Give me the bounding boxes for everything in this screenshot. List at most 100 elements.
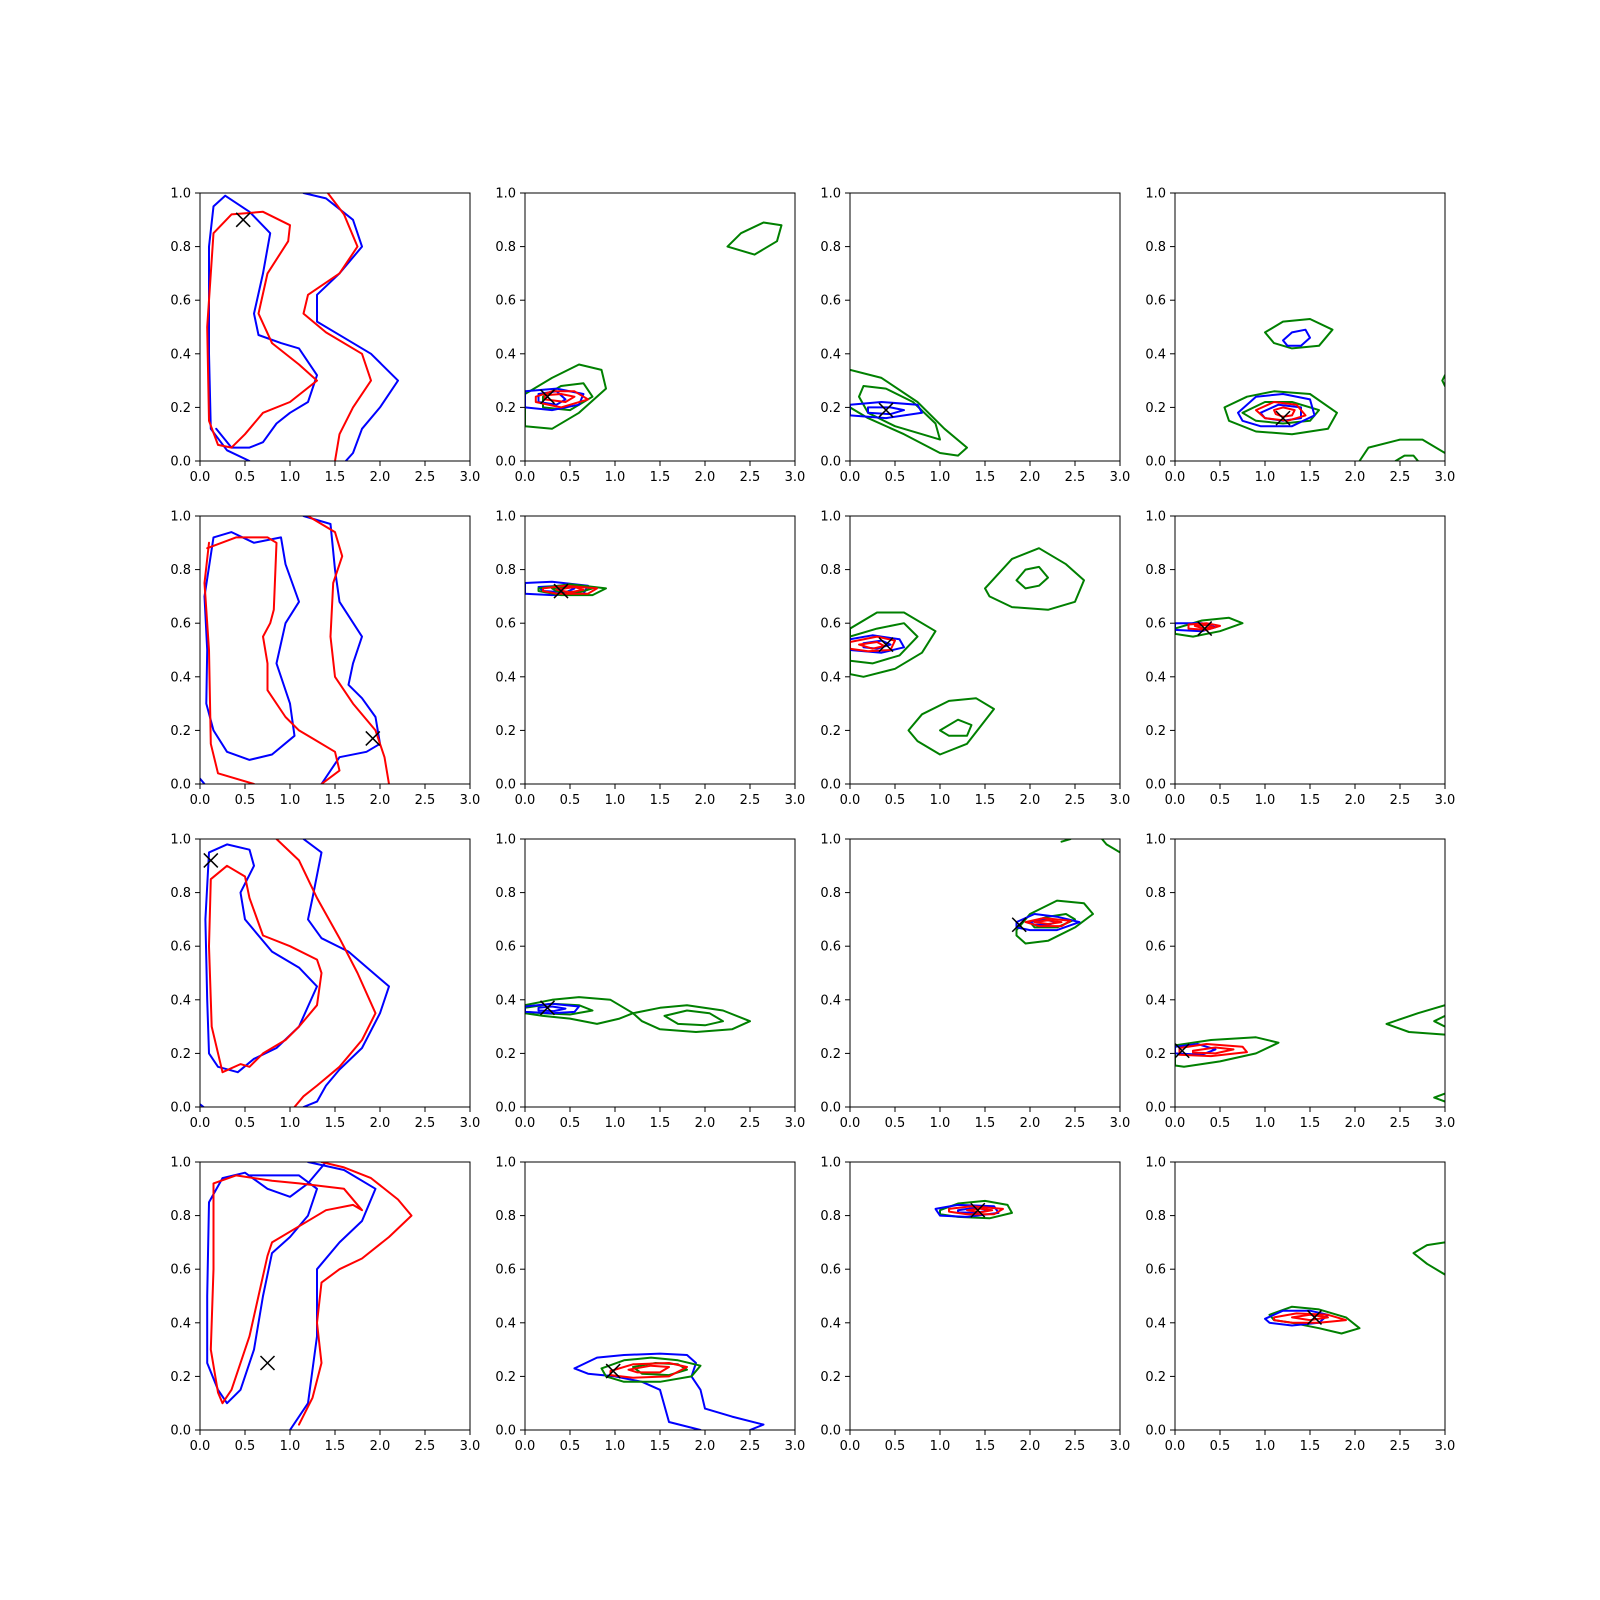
y-tick-label: 0.0	[1145, 1424, 1166, 1439]
x-tick-label: 0.0	[840, 793, 861, 808]
y-tick-label: 0.4	[1145, 993, 1166, 1008]
true-value-marker	[878, 637, 894, 653]
y-tick-label: 1.0	[495, 187, 516, 202]
x-tick-label: 3.0	[1110, 1439, 1131, 1454]
x-tick-label: 0.0	[840, 1439, 861, 1454]
y-tick-label: 0.6	[820, 294, 841, 309]
red-contour-line	[298, 1162, 413, 1426]
x-tick-label: 3.0	[1110, 793, 1131, 808]
x-tick-label: 2.5	[415, 1116, 436, 1131]
y-tick-label: 0.6	[1145, 940, 1166, 955]
x-tick-label: 1.0	[280, 1116, 301, 1131]
y-tick-label: 0.2	[495, 401, 516, 416]
y-tick-label: 0.2	[1145, 1370, 1166, 1385]
x-tick-label: 0.5	[235, 1439, 256, 1454]
y-tick-label: 0.2	[495, 1370, 516, 1385]
subplot-2-1: 0.0 0.5 1.0 1.5 2.0 2.5 3.0 0.0 0.2 0.4 0.6 0.8 1.0	[170, 510, 480, 809]
green-contour-line	[1015, 899, 1094, 945]
y-tick-label: 0.0	[1145, 778, 1166, 793]
subplot-2-3: 0.0 0.5 1.0 1.5 2.0 2.5 3.0 0.0 0.2 0.4 0.6 0.8 1.0	[820, 510, 1130, 809]
x-tick-label: 1.5	[325, 793, 346, 808]
y-tick-label: 1.0	[170, 187, 191, 202]
y-tick-label: 0.4	[170, 1316, 191, 1331]
green-contour-line	[1175, 616, 1244, 638]
x-tick-label: 3.0	[1110, 1116, 1131, 1131]
y-tick-label: 0.0	[495, 1424, 516, 1439]
plot-area	[573, 1352, 765, 1430]
green-contour-line	[1029, 913, 1076, 929]
x-tick-label: 1.0	[930, 793, 951, 808]
y-tick-label: 0.8	[495, 886, 516, 901]
y-tick-label: 0.0	[495, 778, 516, 793]
y-tick-label: 0.0	[820, 1101, 841, 1116]
x-tick-label: 0.0	[515, 470, 536, 485]
x-tick-label: 2.5	[740, 1439, 761, 1454]
x-tick-label: 2.0	[695, 1116, 716, 1131]
x-tick-label: 2.0	[695, 1439, 716, 1454]
blue-contour-line	[302, 193, 399, 461]
x-tick-label: 1.0	[605, 1116, 626, 1131]
green-contour-line	[850, 611, 937, 678]
subplot-4-2: 0.0 0.5 1.0 1.5 2.0 2.5 3.0 0.0 0.2 0.4 0.6 0.8 1.0	[495, 1156, 805, 1455]
red-contour-line	[627, 1364, 670, 1374]
y-tick-label: 0.6	[495, 1263, 516, 1278]
y-tick-label: 0.2	[820, 1370, 841, 1385]
true-value-marker	[1197, 621, 1213, 637]
blue-contour-line	[203, 531, 300, 761]
x-tick-label: 1.0	[280, 1439, 301, 1454]
red-contour-line	[1024, 917, 1072, 928]
x-tick-label: 2.5	[740, 470, 761, 485]
true-value-marker	[1275, 410, 1291, 426]
y-tick-label: 1.0	[820, 833, 841, 848]
true-value-marker	[365, 730, 381, 746]
y-tick-label: 0.0	[1145, 455, 1166, 470]
x-tick-label: 0.5	[1210, 1439, 1231, 1454]
x-tick-label: 3.0	[1435, 1439, 1456, 1454]
y-tick-label: 1.0	[820, 1156, 841, 1171]
y-tick-label: 0.2	[170, 401, 191, 416]
x-tick-label: 1.5	[975, 793, 996, 808]
x-tick-label: 2.0	[1345, 1439, 1366, 1454]
x-tick-label: 2.5	[740, 793, 761, 808]
green-contour-line	[1175, 1036, 1280, 1068]
x-tick-label: 0.5	[1210, 470, 1231, 485]
x-tick-label: 0.0	[515, 793, 536, 808]
y-tick-label: 0.8	[170, 563, 191, 578]
y-tick-label: 0.8	[495, 1209, 516, 1224]
x-tick-label: 1.0	[1255, 1439, 1276, 1454]
x-tick-label: 0.0	[190, 1116, 211, 1131]
y-tick-label: 0.8	[1145, 240, 1166, 255]
y-tick-label: 0.4	[495, 993, 516, 1008]
y-tick-label: 0.6	[820, 940, 841, 955]
x-tick-label: 1.5	[650, 1439, 671, 1454]
y-tick-label: 0.4	[170, 993, 191, 1008]
plot-area	[200, 839, 390, 1107]
red-contour-line	[1273, 1312, 1347, 1324]
subplot-2-4: 0.0 0.5 1.0 1.5 2.0 2.5 3.0 0.0 0.2 0.4 0.6 0.8 1.0	[1145, 510, 1455, 809]
subplot-3-1: 0.0 0.5 1.0 1.5 2.0 2.5 3.0 0.0 0.2 0.4 0.6 0.8 1.0	[170, 833, 480, 1132]
x-tick-label: 0.5	[885, 1439, 906, 1454]
x-tick-label: 2.5	[1065, 793, 1086, 808]
plot-area	[850, 368, 968, 457]
green-contour-line	[1101, 839, 1120, 854]
subplot-3-3: 0.0 0.5 1.0 1.5 2.0 2.5 3.0 0.0 0.2 0.4 0.6 0.8 1.0	[820, 833, 1130, 1132]
y-tick-label: 0.2	[495, 724, 516, 739]
x-tick-label: 1.5	[975, 1439, 996, 1454]
x-tick-label: 2.5	[1065, 1116, 1086, 1131]
green-contour-line	[1358, 438, 1445, 461]
true-value-marker	[970, 1202, 986, 1218]
blue-contour-line	[850, 401, 923, 420]
y-tick-label: 0.8	[495, 563, 516, 578]
blue-contour-line	[525, 387, 585, 412]
subplot-1-2: 0.0 0.5 1.0 1.5 2.0 2.5 3.0 0.0 0.2 0.4 0.6 0.8 1.0	[495, 187, 805, 486]
plot-area	[525, 221, 783, 430]
y-tick-label: 0.8	[1145, 886, 1166, 901]
plot-area	[525, 580, 607, 599]
green-contour-line	[939, 718, 973, 737]
red-contour-line	[209, 1174, 363, 1405]
y-tick-label: 1.0	[1145, 833, 1166, 848]
green-contour-line	[850, 622, 919, 665]
green-contour-line	[525, 363, 607, 430]
y-tick-label: 0.2	[1145, 401, 1166, 416]
